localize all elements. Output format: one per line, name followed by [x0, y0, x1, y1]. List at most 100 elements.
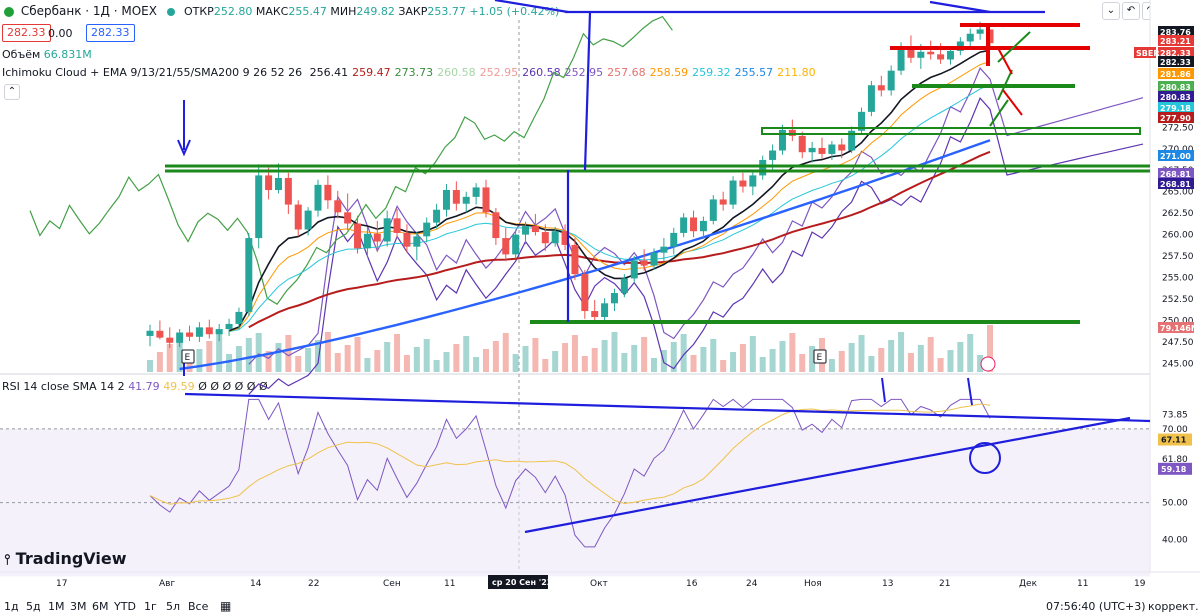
price-tick-label: 262.50 [1162, 209, 1194, 219]
blue-arrow-line [881, 377, 886, 403]
indicator-value: 257.68 [607, 66, 646, 79]
candle-body [897, 46, 905, 71]
candle-body [146, 330, 154, 336]
symbol-title[interactable]: Сбербанк · 1Д · MOEX [4, 4, 175, 18]
candle-body [531, 226, 539, 233]
volume-bar [542, 359, 549, 372]
ichimoku-legend[interactable]: Ichimoku Cloud + EMA 9/13/21/55/SMA200 9… [2, 66, 824, 80]
currency-label[interactable]: RUB [1164, 7, 1184, 17]
volume-bar [967, 334, 974, 372]
timeframe-6М[interactable]: 6М [92, 600, 109, 612]
volume-bar [156, 352, 163, 372]
price-axis-label-bg [1158, 322, 1194, 333]
volume-bar [690, 355, 697, 372]
ohlc-open-label: ОТКР [184, 5, 214, 18]
bid-price-button[interactable]: 282.33 [2, 24, 51, 42]
volume-bar [878, 348, 885, 372]
candle-body [205, 327, 213, 335]
volume-bar [334, 353, 341, 372]
ohlc-close-value: 253.77 [427, 5, 466, 18]
adjust-mode-toggle[interactable]: коррект. [1148, 600, 1199, 612]
ichimoku-lead-line-a [248, 66, 1144, 365]
volume-bar [532, 338, 539, 372]
ask-price-button[interactable]: 282.33 [86, 24, 135, 42]
candle-body [778, 129, 786, 151]
indicator-value: 256.41 [309, 66, 349, 79]
price-axis-label: 268.81 [1160, 180, 1191, 189]
candle-body [867, 85, 875, 112]
volume-bar [660, 350, 667, 372]
volume-bar [285, 335, 292, 372]
tradingview-brand: TradingView [15, 549, 127, 568]
ohlc-readout: ОТКР252.80 МАКС255.47 МИН249.82 ЗАКР253.… [184, 5, 559, 19]
candle-body [749, 175, 757, 187]
candle-body [808, 147, 816, 153]
volume-bar [433, 360, 440, 372]
candle-body [571, 244, 579, 275]
volume-bar [819, 338, 825, 372]
timeframe-1г[interactable]: 1г [144, 600, 157, 612]
candle-body [877, 85, 885, 91]
undo-button[interactable]: ↶ [1122, 2, 1140, 20]
price-axis-label-bg [1158, 168, 1194, 179]
rsi-highlight-circle [969, 442, 1001, 474]
volume-bar [295, 356, 302, 372]
candle-body [561, 231, 569, 245]
tradingview-logo: ⫯ TradingView [4, 549, 127, 568]
timeframe-1М[interactable]: 1М [48, 600, 65, 612]
candle-body [541, 232, 549, 244]
rsi-sma-line [149, 403, 991, 505]
timeframe-YTD[interactable]: YTD [114, 600, 136, 612]
price-axis-label: 280.83 [1160, 93, 1191, 102]
calendar-icon[interactable]: ▦ [220, 599, 232, 612]
resistance-box [761, 127, 1141, 135]
timeframe-1д[interactable]: 1д [4, 600, 19, 612]
candle-body [907, 46, 915, 58]
timeframe-5л[interactable]: 5л [166, 600, 181, 612]
price-tick-label: 252.50 [1162, 295, 1194, 305]
volume-legend[interactable]: Объём 66.831M [2, 48, 92, 62]
candle-body [946, 50, 954, 60]
volume-bar [344, 345, 351, 372]
timeframe-5д[interactable]: 5д [26, 600, 41, 612]
candle-body [709, 199, 717, 221]
candle-body [502, 238, 510, 255]
collapse-legend-button[interactable]: ⌃ [4, 84, 20, 100]
price-axis-label: 280.83 [1160, 83, 1191, 92]
candle-body [690, 217, 698, 232]
ohlc-high-label: МАКС [255, 5, 289, 18]
volume-bar [957, 342, 964, 372]
volume-bar [888, 340, 895, 372]
indicator-name: Ichimoku Cloud + EMA 9/13/21/55/SMA200 9… [2, 66, 303, 79]
volume-value: 66.831M [43, 48, 92, 61]
rsi-tick-label: 73.85 [1162, 411, 1188, 421]
candle-body [354, 223, 362, 249]
clock[interactable]: 07:56:40 (UTC+3) [1046, 600, 1146, 612]
chevron-down-button[interactable]: ⌄ [1102, 2, 1120, 20]
rsi-legend[interactable]: RSI 14 close SMA 14 2 41.79 49.59 Ø Ø Ø … [2, 380, 268, 394]
candle-body [522, 226, 530, 235]
volume-bar [226, 354, 233, 372]
timeframe-Все[interactable]: Все [188, 600, 209, 612]
price-axis-label-bg [1158, 102, 1194, 113]
volume-bar [641, 337, 648, 372]
volume-bar [631, 345, 638, 372]
ichimoku-lead-line-b [248, 96, 1144, 395]
price-tick-label: 255.00 [1162, 274, 1194, 284]
candle-body [334, 200, 342, 213]
up-arrow [997, 31, 1031, 63]
candle-body [581, 274, 589, 312]
candle-body [976, 29, 984, 34]
timeframe-3М[interactable]: 3М [70, 600, 87, 612]
up-arrow [989, 99, 1009, 127]
price-axis-label: 282.33 [1160, 58, 1191, 67]
time-tick-label: 19 [1134, 579, 1146, 589]
volume-bar [848, 343, 855, 372]
redo-button[interactable]: ↷ [1142, 2, 1160, 20]
candle-body [966, 33, 974, 42]
candle-body [482, 187, 490, 213]
rsi-axis-label-bg [1158, 462, 1192, 475]
price-axis-label: 283.76 [1160, 28, 1191, 37]
